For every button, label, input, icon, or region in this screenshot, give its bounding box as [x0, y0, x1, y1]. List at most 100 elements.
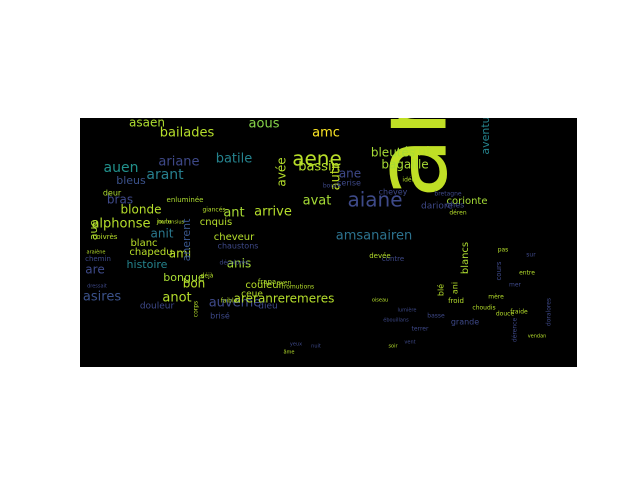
- word-dressait: dressait: [87, 284, 107, 290]
- word-douce: douce: [496, 311, 515, 318]
- word-cnquis: cnquis: [200, 217, 233, 228]
- word-bagaille: bagaille: [381, 158, 428, 172]
- word-vent: vent: [404, 340, 415, 346]
- word-chemin: chemin: [85, 255, 111, 263]
- word-anot: anot: [162, 291, 191, 306]
- word-ane: ane: [339, 167, 361, 181]
- word-areranreremeres: areranreremeres: [234, 292, 335, 306]
- word-aene: aene: [292, 147, 342, 171]
- word-avat: avat: [303, 194, 332, 209]
- word-chevey: chevey: [379, 188, 408, 197]
- word-vendan: vendan: [528, 334, 547, 340]
- word-asires: asires: [83, 290, 121, 305]
- word-pas: pas: [498, 247, 509, 254]
- word-doralores: doralores: [546, 298, 553, 326]
- word-auen: auen: [104, 160, 139, 176]
- word-alphonse: alphonse: [91, 217, 150, 232]
- word-bongue: bongue: [163, 271, 205, 284]
- word-faible: faible: [221, 298, 238, 305]
- word-ceue: ceue: [241, 290, 263, 300]
- word-lues: lues: [217, 118, 274, 124]
- word-auveme: auveme: [209, 296, 262, 311]
- word-joulu: joulu: [156, 219, 172, 226]
- word-ant: ant: [223, 206, 244, 221]
- word-autr: autr: [329, 163, 344, 190]
- word-yeux: yeux: [290, 342, 302, 348]
- word-arant: arant: [146, 167, 184, 183]
- word-ans: ans: [352, 118, 469, 198]
- word-grande: grande: [451, 318, 479, 327]
- word-asaen: asaen: [129, 118, 165, 130]
- word-décolorés: décolorés: [220, 260, 249, 267]
- word-contre: contre: [382, 255, 404, 263]
- word-terrer: terrer: [412, 326, 429, 333]
- word-douleur: douleur: [140, 302, 175, 312]
- word-mer: mer: [509, 282, 522, 289]
- word-corionte: corionte: [446, 196, 487, 207]
- word-sus: sus: [124, 118, 164, 121]
- word-froid: froid: [448, 297, 464, 305]
- word-bretagne: bretagne: [434, 191, 461, 198]
- word-entre: entre: [519, 270, 535, 277]
- word-blonde: blonde: [121, 203, 162, 217]
- word-even: even: [277, 280, 292, 287]
- word-arrive: arrive: [254, 205, 292, 220]
- word-devée: devée: [369, 252, 391, 260]
- word-bailades: bailades: [160, 126, 215, 141]
- word-giancés: giancés: [202, 207, 225, 214]
- word-cheveur: cheveur: [214, 232, 255, 243]
- word-ches: ches: [446, 201, 465, 210]
- word-déren: déren: [449, 210, 467, 217]
- word-chapedu: chapedu: [129, 247, 172, 258]
- word-aventure: aventure: [479, 118, 492, 155]
- word-dieu: dieu: [258, 302, 277, 312]
- word-couleur: couleur: [245, 280, 283, 291]
- word-choudis: choudis: [472, 305, 495, 312]
- word-brisé: brisé: [210, 311, 230, 321]
- word-bouce: bouce: [323, 183, 342, 190]
- word-araiène: araiène: [87, 249, 106, 256]
- word-anis: anis: [227, 257, 252, 271]
- word-âme: âme: [283, 349, 294, 356]
- word-avée: avée: [275, 157, 289, 186]
- word-amsanairen: amsanairen: [336, 229, 412, 244]
- word-dérence: dérence: [512, 318, 519, 343]
- word-oiseau: oiseau: [372, 298, 388, 304]
- word-cours: cours: [495, 261, 503, 280]
- word-bras: bras: [107, 193, 133, 207]
- word-arnt: arnt: [405, 145, 431, 160]
- word-hortensius: hortensius: [158, 220, 185, 226]
- word-bleutés: bleutés: [371, 146, 415, 160]
- word-ébouillans: ébouillans: [383, 317, 409, 324]
- word-basse: basse: [427, 313, 445, 320]
- word-cerise: cerise: [337, 179, 361, 188]
- word-ariane: ariane: [158, 155, 199, 170]
- word-aue: aue: [87, 220, 100, 241]
- word-sur: sur: [526, 252, 536, 259]
- word-dariore: dariore: [421, 202, 453, 212]
- word-are: are: [85, 263, 104, 277]
- word-frapa: frapa: [258, 278, 276, 286]
- word-ani: ani: [451, 282, 460, 294]
- word-histoire: histoire: [127, 258, 168, 271]
- word-bassin: bassin: [298, 160, 340, 175]
- word-chaustons: chaustons: [218, 242, 259, 251]
- word-lumière: lumière: [398, 307, 417, 314]
- word-bon: bon: [183, 277, 206, 291]
- word-blancs: blancs: [460, 242, 471, 274]
- word-enluminée: enluminée: [167, 196, 204, 204]
- word-nuit: nuit: [311, 344, 321, 350]
- word-idéit: idéit: [402, 177, 416, 184]
- word-soir: soir: [388, 344, 398, 350]
- word-déjà: déjà: [201, 273, 214, 280]
- word-fraide: fraide: [510, 309, 528, 316]
- word-deur: deur: [103, 189, 122, 198]
- word-mère: mère: [488, 294, 504, 301]
- word-blanc: blanc: [130, 238, 157, 249]
- word-aiane: aiane: [347, 188, 402, 212]
- word-amc: amc: [312, 126, 340, 141]
- word-aous: aous: [249, 118, 280, 132]
- word-anit: anit: [151, 227, 174, 241]
